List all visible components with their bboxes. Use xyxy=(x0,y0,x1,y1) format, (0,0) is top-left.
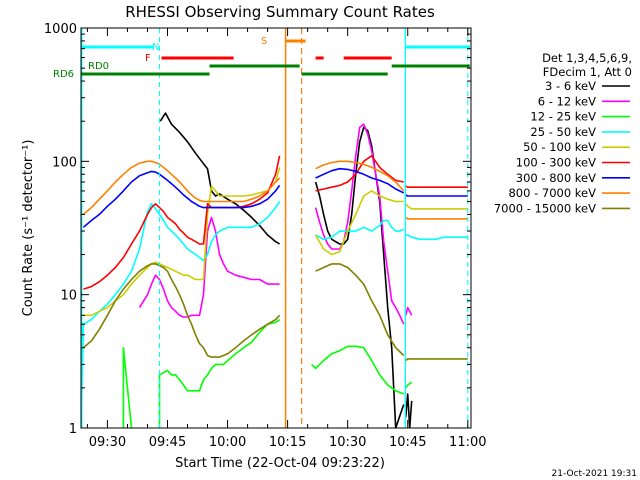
plot-frame xyxy=(80,27,472,429)
legend-entry-label: 3 - 6 keV xyxy=(545,79,596,93)
series-line-3 xyxy=(81,201,468,428)
annotation-layer: NF S RD0 RD6 xyxy=(53,28,470,428)
flag-label-s: S xyxy=(261,36,267,47)
series-line-1 xyxy=(138,123,413,325)
x-tick-label: 10:15 xyxy=(269,435,306,450)
x-tick-label: 09:30 xyxy=(89,435,126,450)
series-line-0 xyxy=(159,112,413,428)
x-tick-label: 10:30 xyxy=(329,435,366,450)
y-tick-label: 100 xyxy=(52,155,77,170)
legend-header-line: FDecim 1, Att 0 xyxy=(543,65,632,79)
flag-label-rd6: RD6 xyxy=(53,69,74,80)
y-tick-label: 10 xyxy=(60,289,77,304)
legend-header-line: Det 1,3,4,5,6,9, xyxy=(542,51,632,65)
flag-label-rd0: RD0 xyxy=(88,61,109,72)
flag-label-n: N xyxy=(152,42,159,53)
legend-entry-label: 6 - 12 keV xyxy=(538,94,596,108)
series-line-4 xyxy=(83,167,468,317)
x-tick-label: 09:45 xyxy=(149,435,186,450)
legend-entry-label: 25 - 50 keV xyxy=(530,125,596,139)
series-line-2 xyxy=(122,318,413,428)
series-line-7 xyxy=(82,160,468,220)
legend-entry-label: 100 - 300 keV xyxy=(516,156,596,170)
axis-layer: 1000 100 10 1 09:30 09:45 10:00 10:15 10:30 10:45… xyxy=(44,22,487,450)
legend-entry-label: 7000 - 15000 keV xyxy=(494,201,596,215)
y-tick-label: 1000 xyxy=(44,22,77,37)
chart-title: RHESSI Observing Summary Count Rates xyxy=(125,3,435,21)
series-layer xyxy=(81,112,468,428)
series-line-6 xyxy=(82,167,468,228)
x-tick-label: 11:00 xyxy=(449,435,486,450)
legend-entry-label: 300 - 800 keV xyxy=(516,171,596,185)
footer-timestamp: 21-Oct-2021 19:31 xyxy=(552,469,637,479)
x-tick-label: 10:00 xyxy=(209,435,246,450)
x-axis-label: Start Time (22-Oct-04 09:23:22) xyxy=(175,456,385,471)
legend-entry-label: 12 - 25 keV xyxy=(530,110,596,124)
y-tick-label: 1 xyxy=(69,422,77,437)
legend-entry-label: 800 - 7000 keV xyxy=(508,186,596,200)
series-line-8 xyxy=(82,263,468,362)
flag-label-f: F xyxy=(145,53,151,64)
x-tick-label: 10:45 xyxy=(389,435,426,450)
legend: Det 1,3,4,5,6,9,FDecim 1, Att 03 - 6 keV… xyxy=(494,51,632,215)
y-axis-label: Count Rate (s⁻¹ detector⁻¹) xyxy=(21,140,36,317)
legend-entry-label: 50 - 100 keV xyxy=(523,140,596,154)
